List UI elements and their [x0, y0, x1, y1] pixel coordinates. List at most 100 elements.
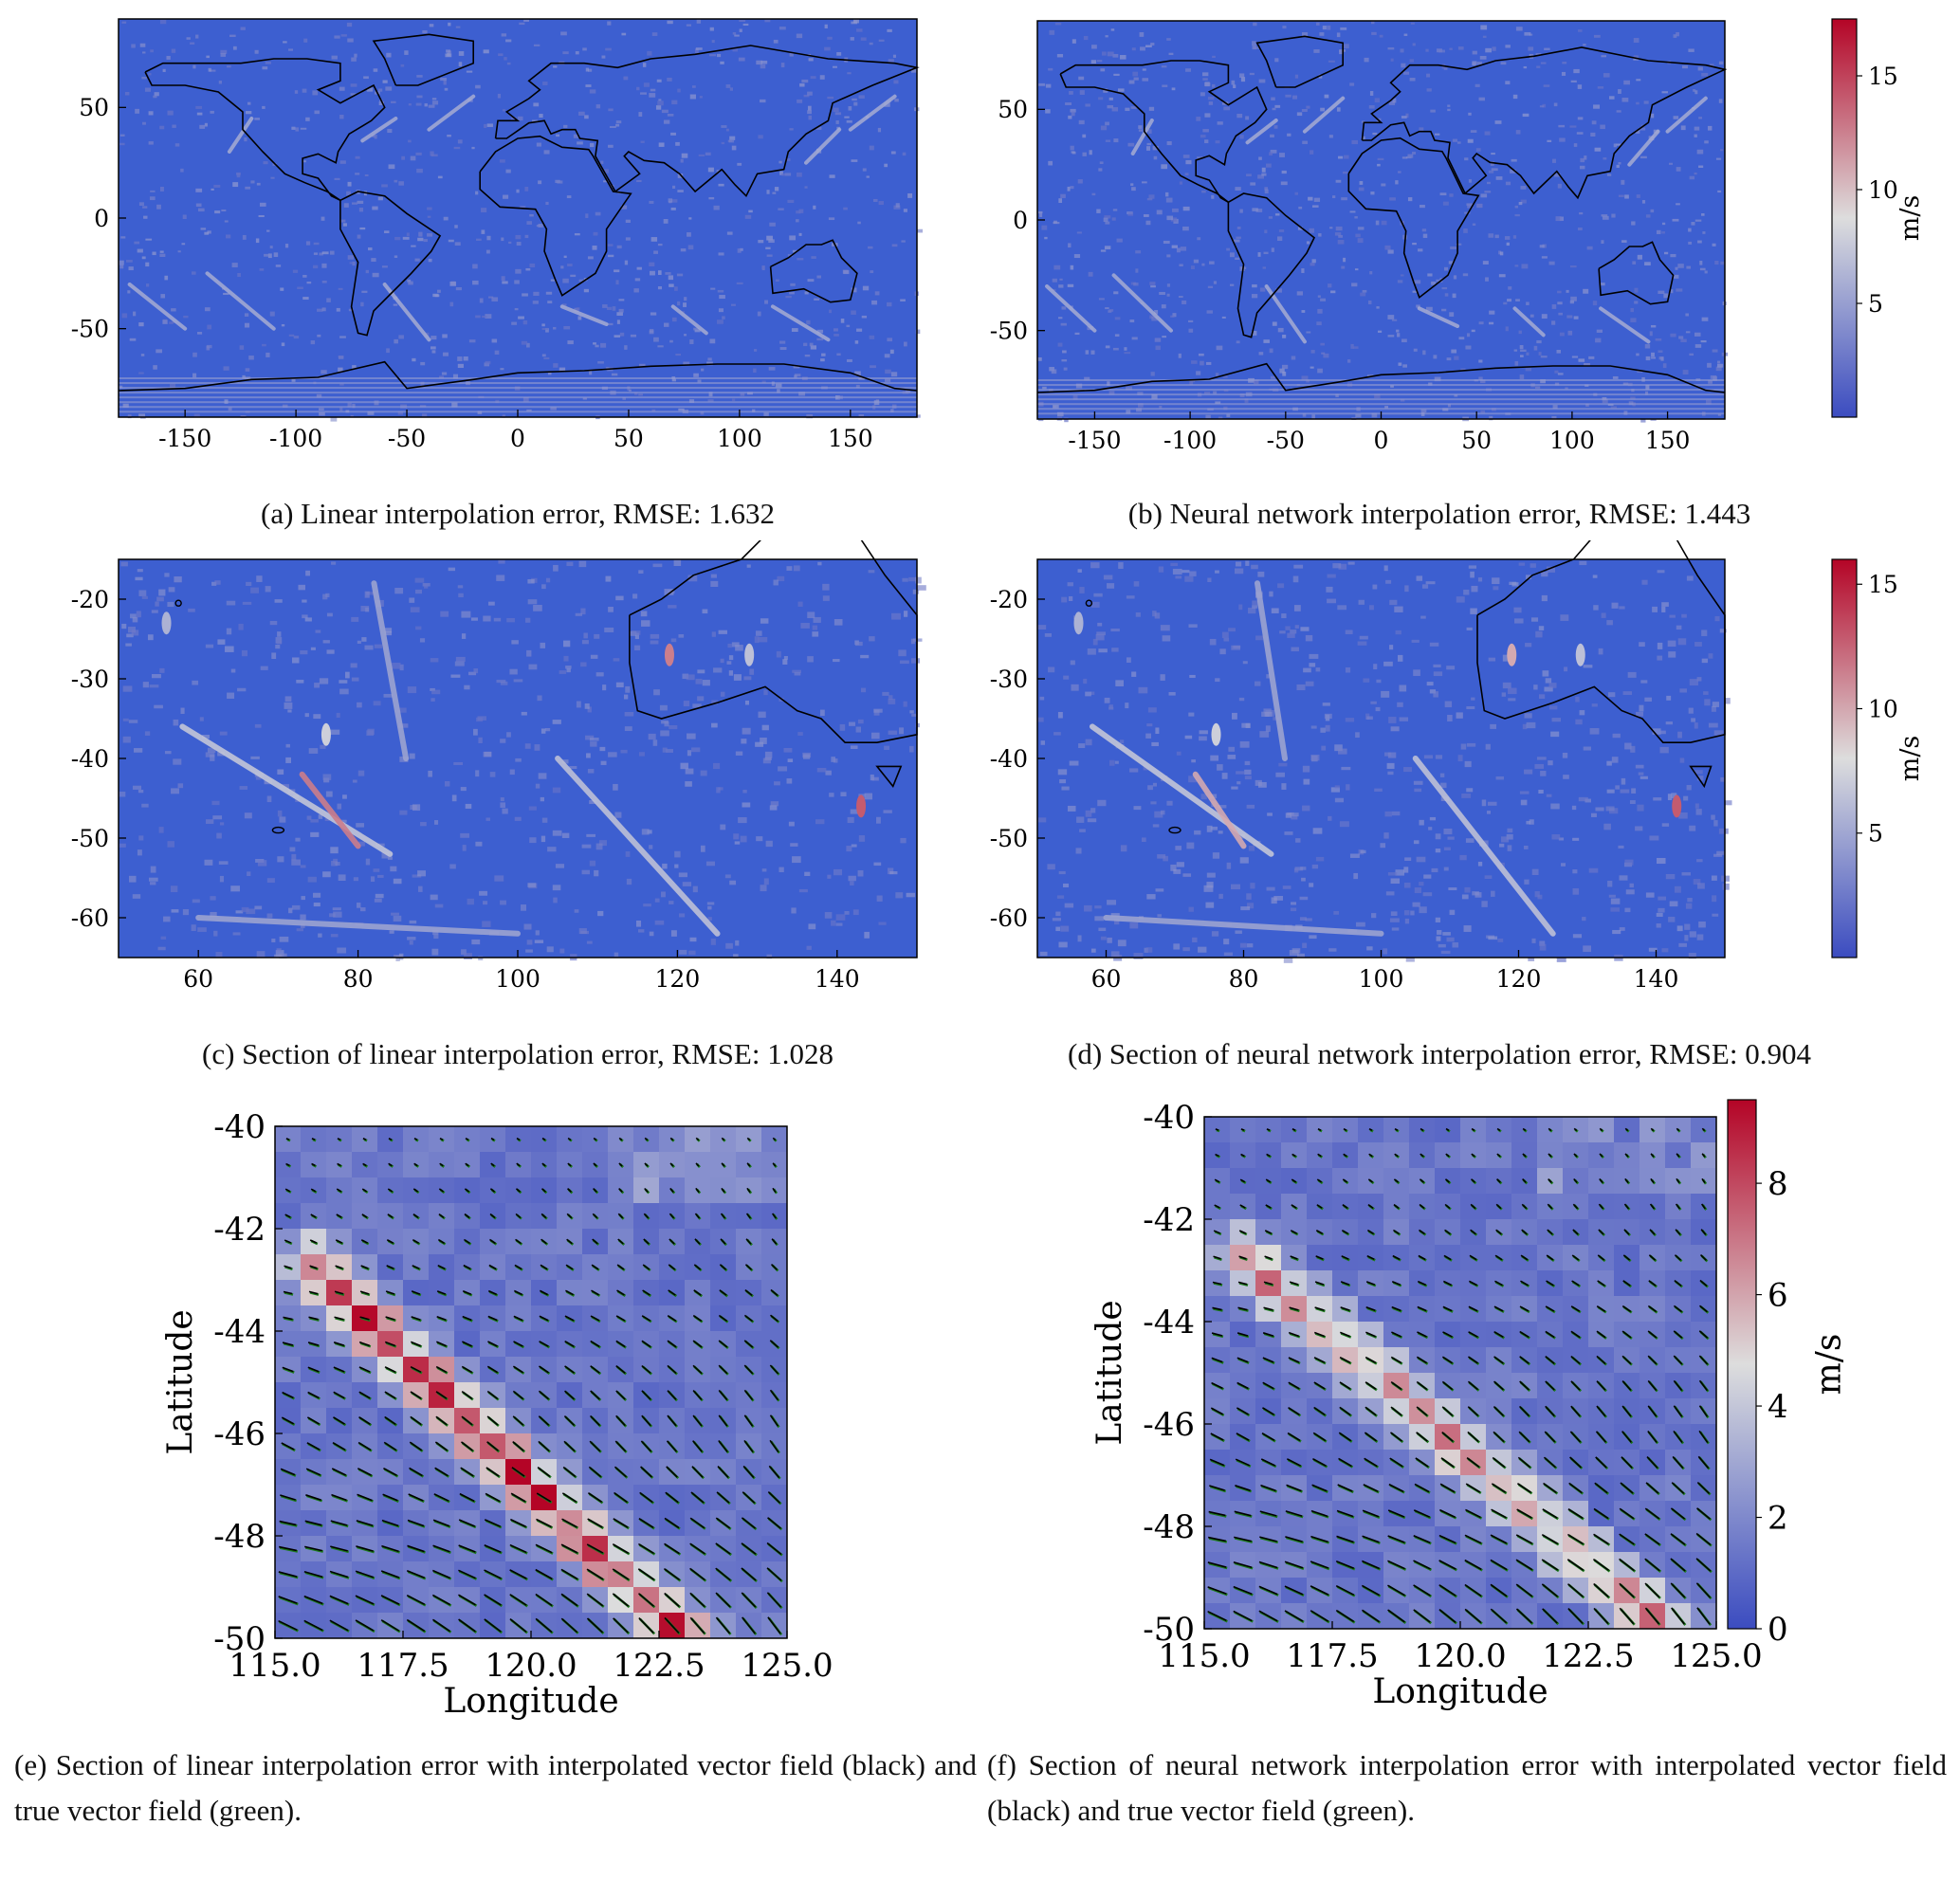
error-speckle [339, 680, 348, 684]
error-speckle [200, 228, 207, 230]
error-speckle [1571, 805, 1577, 811]
interpolated-vector [284, 1239, 292, 1244]
error-speckle [1670, 253, 1676, 258]
error-speckle [729, 136, 736, 140]
error-speckle [1514, 205, 1518, 209]
error-speckle [884, 101, 890, 107]
error-speckle [585, 84, 592, 87]
error-speckle [430, 154, 438, 157]
error-speckle [1103, 575, 1113, 580]
error-speckle [1548, 760, 1553, 766]
error-speckle [1084, 376, 1090, 381]
error-speckle [815, 819, 825, 825]
interpolated-vector [689, 1542, 705, 1555]
error-speckle [1333, 910, 1340, 915]
error-speckle [1505, 81, 1511, 85]
error-speckle [1526, 352, 1530, 356]
x-tick-label: 150 [1645, 427, 1691, 454]
interpolated-vector [512, 1390, 524, 1400]
error-speckle [816, 338, 824, 341]
error-speckle [1381, 220, 1387, 226]
error-speckle [1501, 836, 1510, 843]
error-speckle [196, 112, 203, 116]
error-speckle [595, 104, 601, 109]
error-speckle [452, 374, 459, 379]
error-speckle [553, 363, 559, 368]
error-speckle [664, 322, 669, 327]
error-speckle [1055, 926, 1061, 932]
error-speckle [663, 218, 669, 224]
error-speckle [159, 19, 167, 25]
error-speckle [586, 940, 593, 944]
error-speckle [619, 332, 625, 337]
error-speckle [1522, 113, 1530, 118]
error-speckle [395, 956, 400, 961]
error-speckle [387, 128, 393, 134]
error-speckle [1096, 209, 1101, 213]
error-speckle [794, 374, 797, 378]
error-speckle [821, 353, 826, 356]
error-speckle [1245, 722, 1251, 729]
error-speckle [915, 576, 922, 584]
error-speckle [1570, 80, 1577, 83]
error-speckle [806, 413, 814, 419]
error-speckle [789, 52, 794, 57]
colorbar-tick-label: 10 [1868, 695, 1898, 722]
error-speckle [316, 308, 323, 312]
y-tick-label: -50 [990, 317, 1028, 344]
error-speckle [518, 316, 524, 319]
error-speckle [1283, 957, 1293, 963]
interpolated-vector [692, 1314, 703, 1323]
interpolated-vector [772, 1137, 777, 1141]
error-speckle [1105, 35, 1108, 38]
error-speckle [1616, 164, 1620, 168]
interpolated-vector [332, 1441, 346, 1451]
error-speckle [1328, 135, 1333, 138]
error-speckle [532, 119, 539, 123]
error-speckle [777, 575, 785, 582]
error-speckle [195, 203, 202, 208]
error-speckle [522, 396, 529, 402]
error-speckle [1354, 216, 1358, 219]
error-speckle [1107, 51, 1114, 57]
error-speckle [214, 580, 221, 585]
error-speckle [555, 864, 565, 868]
error-speckle [1645, 391, 1649, 395]
error-speckle [353, 877, 359, 882]
error-speckle [443, 216, 449, 221]
error-speckle [1466, 705, 1475, 710]
error-speckle [355, 173, 360, 175]
coastline [1036, 362, 1726, 393]
error-speckle [559, 367, 566, 373]
error-speckle [1129, 319, 1135, 323]
error-speckle [281, 342, 285, 347]
error-speckle [1650, 209, 1655, 213]
error-speckle [174, 576, 182, 583]
error-speckle [760, 885, 767, 892]
interpolated-vector [746, 1137, 751, 1141]
error-speckle [670, 199, 678, 203]
interpolated-vector [539, 1341, 549, 1347]
error-speckle [1701, 658, 1709, 664]
error-speckle [792, 856, 801, 864]
interpolated-vector [355, 1595, 375, 1605]
error-speckle [1370, 21, 1375, 25]
error-speckle [1246, 173, 1252, 177]
error-speckle [1649, 331, 1653, 337]
interpolated-vector [718, 1314, 728, 1323]
error-speckle [119, 843, 126, 848]
error-speckle [1269, 591, 1273, 597]
error-speckle [625, 850, 631, 857]
error-speckle [394, 255, 398, 258]
error-speckle [1693, 89, 1696, 92]
error-speckle [827, 874, 832, 879]
error-speckle [1387, 46, 1395, 50]
error-speckle [1514, 213, 1520, 217]
error-speckle [607, 254, 614, 258]
error-speckle [1056, 895, 1065, 899]
error-speckle [1502, 682, 1511, 689]
error-speckle [873, 708, 883, 713]
error-speckle [1324, 94, 1329, 99]
error-speckle [1696, 776, 1704, 781]
error-speckle [500, 739, 506, 743]
